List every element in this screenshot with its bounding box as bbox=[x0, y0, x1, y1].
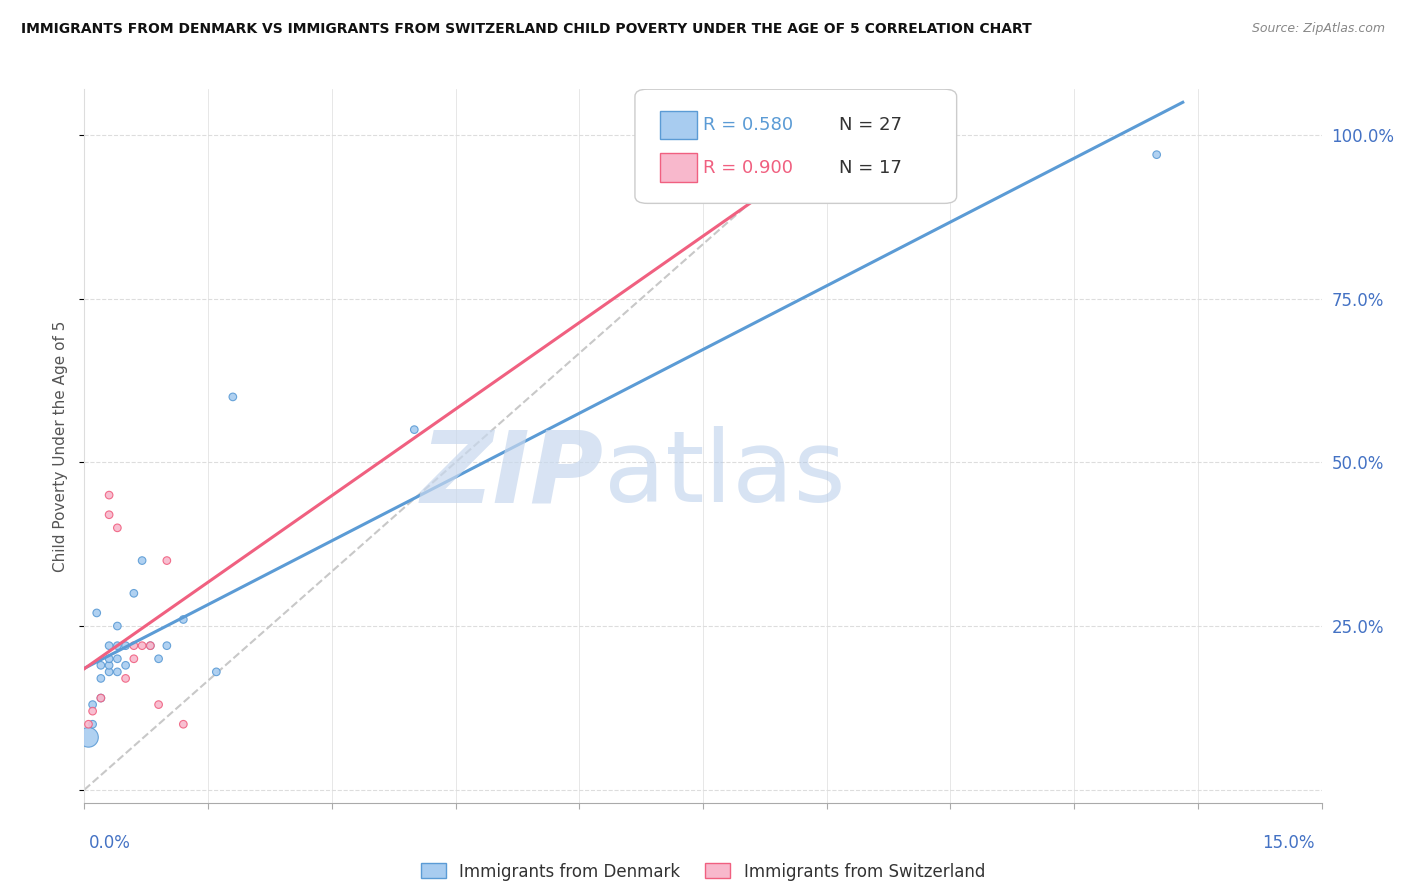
Point bbox=[90, 658, 112, 673]
Point bbox=[98, 508, 121, 522]
Point bbox=[139, 639, 162, 653]
Point bbox=[222, 390, 245, 404]
Point bbox=[105, 652, 128, 666]
Text: N = 27: N = 27 bbox=[839, 116, 903, 134]
Point bbox=[139, 639, 162, 653]
FancyBboxPatch shape bbox=[636, 89, 956, 203]
Point bbox=[172, 612, 194, 626]
Y-axis label: Child Poverty Under the Age of 5: Child Poverty Under the Age of 5 bbox=[53, 320, 69, 572]
Point bbox=[122, 652, 145, 666]
Point bbox=[156, 639, 179, 653]
Point bbox=[122, 586, 145, 600]
Point bbox=[114, 658, 136, 673]
Bar bbox=[659, 111, 697, 139]
Point bbox=[82, 717, 104, 731]
Bar bbox=[659, 153, 697, 182]
Point bbox=[98, 652, 121, 666]
Point bbox=[105, 521, 128, 535]
Point bbox=[114, 672, 136, 686]
Point bbox=[98, 488, 121, 502]
Text: N = 17: N = 17 bbox=[839, 159, 903, 177]
Text: Source: ZipAtlas.com: Source: ZipAtlas.com bbox=[1251, 22, 1385, 36]
Point bbox=[1146, 147, 1168, 161]
Point bbox=[148, 652, 170, 666]
Text: R = 0.580: R = 0.580 bbox=[703, 116, 793, 134]
Text: IMMIGRANTS FROM DENMARK VS IMMIGRANTS FROM SWITZERLAND CHILD POVERTY UNDER THE A: IMMIGRANTS FROM DENMARK VS IMMIGRANTS FR… bbox=[21, 22, 1032, 37]
Point bbox=[98, 639, 121, 653]
Point bbox=[82, 698, 104, 712]
Text: 15.0%: 15.0% bbox=[1263, 834, 1315, 852]
Point bbox=[122, 639, 145, 653]
Point bbox=[90, 672, 112, 686]
Point bbox=[131, 639, 153, 653]
Text: ZIP: ZIP bbox=[420, 426, 605, 523]
Point bbox=[172, 717, 194, 731]
Point bbox=[90, 691, 112, 706]
Legend: Immigrants from Denmark, Immigrants from Switzerland: Immigrants from Denmark, Immigrants from… bbox=[415, 856, 991, 888]
Text: 0.0%: 0.0% bbox=[89, 834, 131, 852]
Point bbox=[98, 665, 121, 679]
Point bbox=[82, 704, 104, 718]
Point bbox=[105, 665, 128, 679]
Point bbox=[105, 619, 128, 633]
Point bbox=[815, 128, 838, 142]
Point bbox=[86, 606, 108, 620]
Text: R = 0.900: R = 0.900 bbox=[703, 159, 793, 177]
Point bbox=[77, 731, 100, 745]
Point bbox=[131, 553, 153, 567]
Text: atlas: atlas bbox=[605, 426, 845, 523]
Point bbox=[156, 553, 179, 567]
Point bbox=[90, 691, 112, 706]
Point bbox=[114, 639, 136, 653]
Point bbox=[205, 665, 228, 679]
Point bbox=[77, 717, 100, 731]
Point bbox=[404, 423, 426, 437]
Point bbox=[98, 658, 121, 673]
Point bbox=[105, 639, 128, 653]
Point bbox=[148, 698, 170, 712]
